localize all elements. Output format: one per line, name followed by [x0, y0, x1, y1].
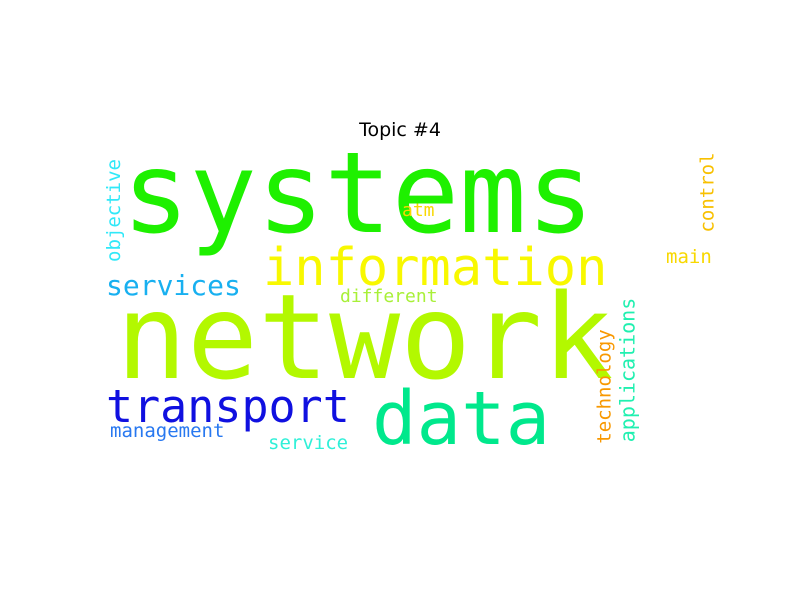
word-technology: technology [593, 328, 616, 444]
word-main: main [666, 246, 712, 268]
word-services: services [106, 269, 241, 302]
chart-title: Topic #4 [359, 119, 441, 141]
word-management: management [110, 420, 225, 442]
word-atm: atm [402, 200, 435, 221]
word-applications: applications [614, 297, 639, 443]
word-objective: objective [102, 158, 125, 262]
wordcloud-canvas: systems network information data transport se… [100, 138, 719, 462]
word-network: network [116, 268, 614, 406]
word-transport: transport [106, 380, 350, 433]
word-data: data [372, 376, 551, 462]
word-different: different [340, 286, 438, 307]
word-information: information [263, 238, 608, 298]
word-service: service [268, 432, 349, 454]
word-systems: systems [122, 129, 595, 259]
word-control: control [696, 151, 719, 233]
